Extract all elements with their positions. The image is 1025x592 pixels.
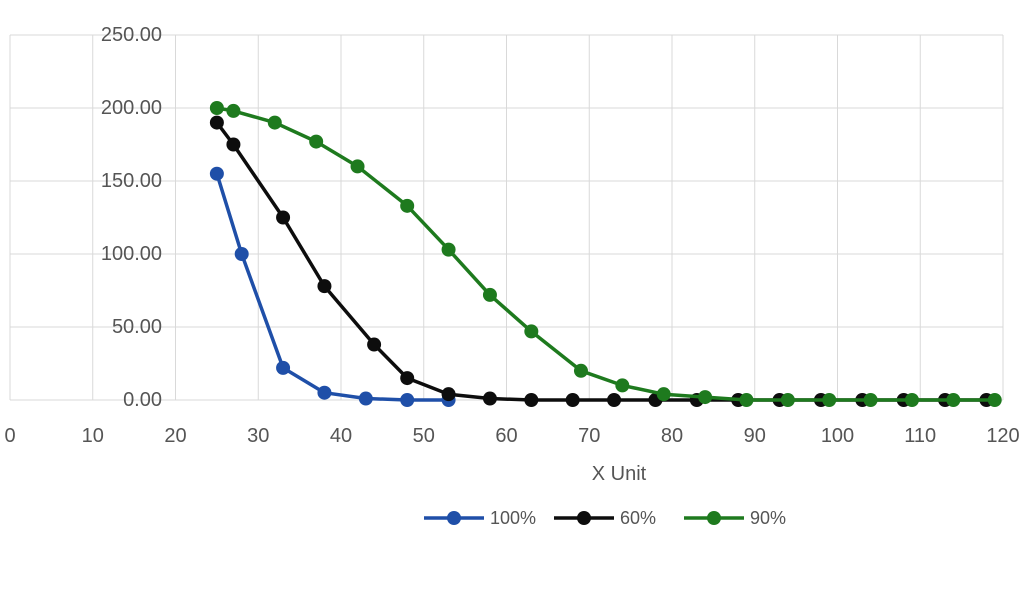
data-point [524,324,539,339]
y-tick-label: 200.00 [101,97,162,119]
x-tick-label: 80 [661,425,683,447]
legend-swatch-marker [707,511,721,525]
data-point [863,393,878,407]
x-tick-label: 20 [164,425,186,447]
x-tick-label: 120 [986,425,1019,447]
data-point [226,103,241,118]
legend-label: 60% [620,508,656,528]
legend-item: 90% [684,508,786,528]
x-tick-label: 50 [413,425,435,447]
data-point [482,391,497,406]
legend-swatch-marker [447,511,461,525]
x-axis-title: X Unit [592,463,647,485]
data-point [209,101,224,115]
x-tick-label: 0 [4,425,15,447]
legend-label: 90% [750,508,786,528]
x-tick-label: 90 [744,425,766,447]
data-point [739,393,754,407]
y-tick-label: 100.00 [101,243,162,265]
data-point [234,247,249,261]
data-point [780,393,795,407]
data-point [482,287,497,302]
data-point [573,363,588,378]
data-point [317,279,332,294]
data-point [400,371,415,386]
data-point [565,393,580,407]
series-0 [209,166,456,407]
x-tick-label: 100 [821,425,854,447]
series-line [215,121,987,402]
data-point [524,393,539,407]
data-point [987,393,1002,407]
series-1 [209,115,994,407]
series-layer [209,101,1002,407]
data-point [400,393,415,407]
legend-label: 100% [490,508,536,528]
data-point [309,134,324,149]
legend-item: 60% [554,508,656,528]
legend-swatch-marker [577,511,591,525]
series-2 [209,101,1002,407]
y-tick-label: 0.00 [123,389,162,411]
data-point [226,137,241,152]
data-point [698,390,713,405]
x-tick-label: 60 [495,425,517,447]
y-tick-label: 50.00 [112,316,162,338]
y-tick-label: 150.00 [101,170,162,192]
data-point [904,393,919,407]
x-tick-label: 10 [82,425,104,447]
data-point [317,385,332,400]
x-tick-label: 40 [330,425,352,447]
x-tick-label: 30 [247,425,269,447]
data-point [607,393,622,407]
data-point [441,242,456,257]
data-point [441,387,456,402]
legend-item: 100% [424,508,536,528]
data-point [358,391,373,406]
legend: 100% 60% 90% [424,508,786,528]
data-point [267,115,282,130]
x-tick-label: 110 [904,425,936,447]
grid [9,34,1004,401]
data-point [209,166,224,181]
data-point [209,115,224,130]
data-point [350,159,365,174]
data-point [400,198,415,213]
data-point [367,337,382,352]
y-tick-label: 250.00 [101,24,162,46]
data-point [615,378,630,393]
data-point [946,393,961,407]
axes: 0.00 50.00 100.00 150.00 200.00 250.00 0 10 20 30… [4,24,1019,447]
data-point [276,360,291,375]
data-point [656,387,671,402]
data-point [276,210,291,225]
data-point [822,393,837,407]
x-tick-label: 70 [578,425,600,447]
